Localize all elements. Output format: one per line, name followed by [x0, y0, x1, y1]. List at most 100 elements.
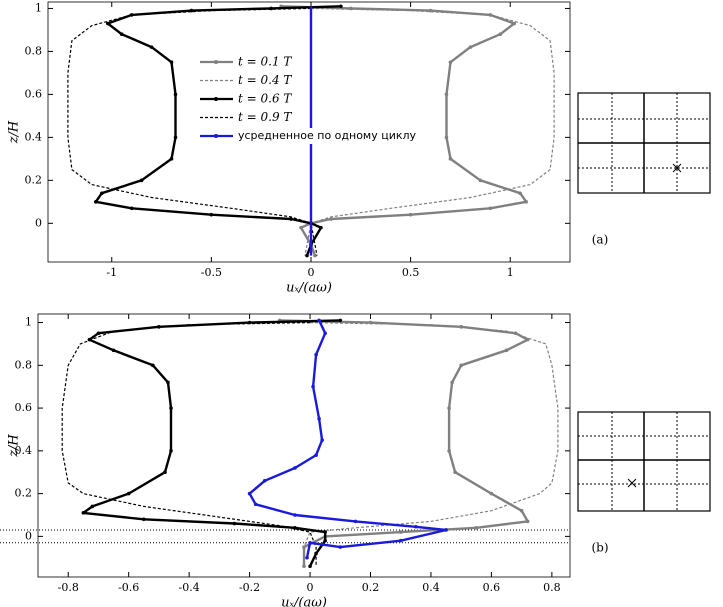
legend: t = 0.1 T t = 0.4 T t = 0.6 T t = 0.9 T усре… [200, 55, 443, 144]
point [468, 45, 473, 49]
point [453, 470, 457, 475]
point [519, 508, 524, 513]
x-tick-label: -1 [106, 266, 117, 279]
point [169, 60, 174, 64]
y-tick-label: 0.2 [25, 173, 43, 186]
point [129, 206, 134, 211]
series-line [82, 319, 341, 567]
point [99, 191, 104, 196]
x-tick-label: 1 [507, 266, 514, 279]
x-tick-label: 0 [307, 581, 314, 594]
point [289, 217, 293, 221]
point [311, 384, 315, 389]
point [96, 331, 101, 336]
legend-marker [214, 134, 218, 138]
point [94, 200, 98, 204]
point [166, 380, 170, 385]
point [262, 478, 267, 483]
point [398, 538, 403, 543]
legend-background [203, 128, 443, 144]
point [474, 526, 479, 530]
legend-marker [214, 60, 218, 64]
x-tick-label: 0.2 [362, 581, 380, 594]
point [105, 21, 110, 26]
point [232, 521, 237, 526]
point [308, 540, 312, 545]
point [338, 318, 343, 323]
point [293, 466, 297, 470]
point [450, 380, 454, 385]
point [398, 530, 403, 534]
legend-label: t = 0.9 T [238, 110, 292, 124]
point [293, 513, 297, 517]
point [512, 21, 517, 26]
y-tick-label: 1 [35, 1, 42, 14]
series-line [304, 7, 555, 256]
panel-label: (a) [592, 233, 609, 247]
point [129, 13, 134, 17]
x-tick-label: 0.5 [402, 266, 420, 279]
y-axis-label: z/H [7, 120, 22, 144]
point [504, 348, 509, 353]
point [444, 135, 449, 140]
point [308, 564, 312, 569]
x-tick-label: 0.4 [422, 581, 440, 594]
series-line [61, 322, 317, 567]
point [319, 225, 323, 230]
x-tick-label: 0.6 [483, 581, 501, 594]
point [524, 200, 528, 204]
point [408, 212, 413, 217]
point [317, 318, 321, 323]
point [299, 225, 303, 230]
schematic-b [577, 411, 711, 512]
point [90, 504, 95, 509]
point [323, 538, 327, 543]
series-line [303, 322, 559, 567]
plot: -1 -0.5 0 0.5 1 0 0.2 0.4 0.6 0.8 1 uₓ/(aω) z/H (a) [7, 1, 609, 295]
point [314, 352, 318, 357]
legend-label: усредненное по одному циклу [238, 129, 417, 142]
y-tick-label: 0.4 [15, 444, 33, 457]
point [209, 212, 214, 217]
legend-label: t = 0.4 T [238, 73, 292, 87]
point [448, 157, 453, 161]
series-line [67, 7, 318, 256]
point [353, 519, 358, 524]
point [314, 453, 318, 457]
point [488, 206, 493, 211]
legend-label: t = 0.6 T [238, 92, 292, 106]
point [488, 13, 493, 17]
point [81, 511, 86, 515]
point [320, 438, 324, 442]
point [444, 92, 449, 97]
point [139, 178, 144, 183]
legend-label: t = 0.1 T [238, 55, 292, 69]
x-tick-label: -0.6 [118, 581, 139, 594]
point [169, 157, 174, 161]
plot: -0.8 -0.6 -0.4 -0.2 0 0.2 0.4 0.6 0.8 0 0.2 0.4 0.6 0… [0, 313, 609, 607]
point [338, 545, 343, 549]
point [323, 331, 327, 336]
point [169, 406, 173, 410]
point [444, 528, 448, 532]
point [525, 519, 530, 524]
point [414, 524, 418, 529]
schematic-a [577, 92, 711, 194]
point [478, 178, 483, 183]
y-tick-label: 0.8 [25, 44, 43, 57]
point [329, 217, 333, 221]
y-axis-label: z/H [7, 434, 22, 458]
panel-label: (b) [591, 541, 608, 555]
y-tick-label: 0.6 [15, 401, 33, 414]
point [302, 564, 306, 569]
x-tick-label: 0 [307, 266, 314, 279]
y-tick-label: 1 [25, 316, 32, 329]
x-tick-label: -0.4 [179, 581, 200, 594]
point [459, 363, 463, 368]
point [173, 135, 178, 140]
point [141, 517, 146, 522]
x-axis-label: uₓ/(aω) [281, 596, 327, 607]
point [305, 555, 309, 560]
point [447, 449, 451, 453]
